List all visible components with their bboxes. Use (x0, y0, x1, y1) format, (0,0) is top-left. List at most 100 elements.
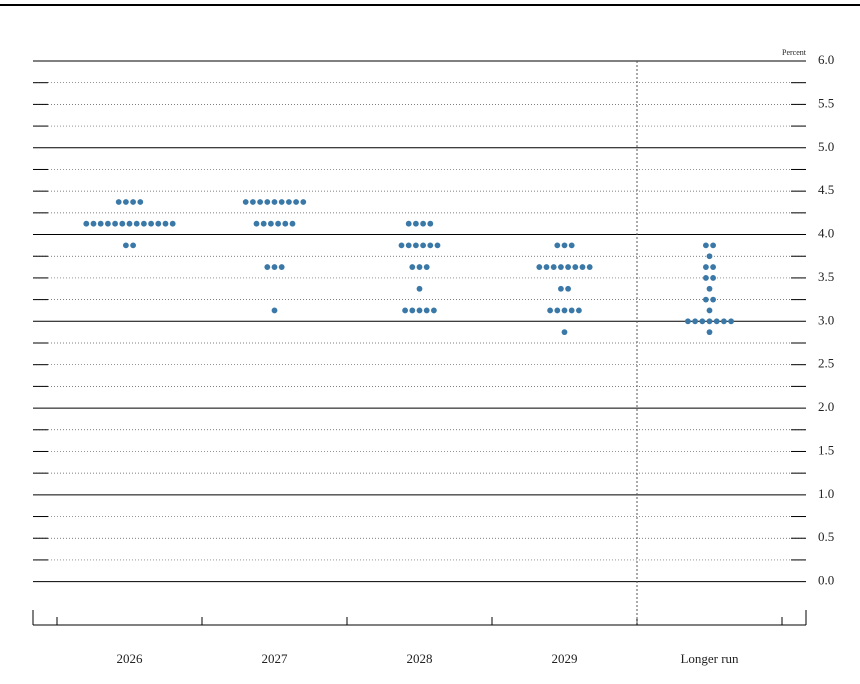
dot (554, 242, 561, 249)
dot (90, 220, 97, 227)
dot (416, 264, 423, 270)
dot (278, 264, 285, 270)
dot (409, 307, 416, 314)
dot (97, 220, 104, 227)
unit-label: Percent (782, 48, 807, 57)
dot (699, 318, 706, 325)
y-tick-label: 0.5 (818, 529, 834, 544)
dot (105, 220, 111, 227)
dot (550, 264, 557, 270)
dot (162, 220, 169, 227)
dot (706, 253, 713, 260)
dot (423, 264, 430, 270)
dot (275, 220, 281, 227)
dot (536, 264, 543, 270)
dot (710, 264, 716, 270)
dot (561, 329, 568, 336)
dot (130, 242, 137, 249)
dot (250, 199, 256, 205)
dot (703, 264, 709, 270)
dot (692, 318, 698, 325)
dot (264, 199, 271, 205)
dot (561, 242, 568, 249)
dot (558, 285, 564, 292)
y-tick-label: 4.5 (818, 182, 834, 197)
dot (706, 329, 713, 336)
dot (83, 220, 90, 227)
dot (561, 307, 568, 314)
dot (289, 220, 296, 227)
y-tick-label: 0.0 (818, 573, 834, 588)
dot (413, 242, 419, 249)
dot (133, 220, 140, 227)
dot (565, 264, 571, 270)
dot (398, 242, 405, 249)
dot (286, 199, 292, 205)
dot (431, 307, 437, 314)
dot (112, 220, 118, 227)
dot (264, 264, 271, 270)
y-tick-label: 1.5 (818, 442, 834, 457)
dot (558, 264, 564, 270)
dot (576, 307, 582, 314)
dot (123, 242, 129, 249)
x-tick-label: 2028 (407, 651, 433, 666)
dot (568, 242, 575, 249)
dot (242, 199, 249, 205)
dot (706, 318, 713, 325)
dot (148, 220, 155, 227)
dot (119, 220, 126, 227)
dot (260, 220, 267, 227)
x-tick-label: 2026 (117, 651, 144, 666)
y-tick-label: 5.5 (818, 95, 834, 110)
y-tick-label: 2.5 (818, 356, 834, 371)
dot (420, 242, 426, 249)
dot (547, 307, 553, 314)
dot (141, 220, 147, 227)
dot (706, 285, 713, 292)
dot (710, 275, 716, 281)
y-tick-label: 3.5 (818, 269, 834, 284)
dot (568, 307, 575, 314)
dot (300, 199, 307, 205)
dot (137, 199, 144, 205)
y-tick-label: 2.0 (818, 399, 834, 414)
dot (405, 220, 412, 227)
dot (713, 318, 720, 325)
dot (703, 296, 709, 303)
dot (115, 199, 122, 205)
dot (257, 199, 263, 205)
dot (703, 242, 709, 249)
dot (685, 318, 691, 325)
y-tick-label: 5.0 (818, 139, 834, 154)
dot (126, 220, 133, 227)
dot (130, 199, 137, 205)
dot (572, 264, 579, 270)
dot (543, 264, 550, 270)
y-tick-label: 4.0 (818, 226, 834, 241)
dot (416, 285, 423, 292)
dot (554, 307, 561, 314)
dot (579, 264, 586, 270)
dot (427, 220, 434, 227)
dot (271, 307, 278, 314)
dot (706, 307, 713, 314)
dot (271, 199, 278, 205)
dot (155, 220, 162, 227)
dot (278, 199, 285, 205)
dot (586, 264, 593, 270)
dot (271, 264, 278, 270)
dot (427, 242, 434, 249)
dot (721, 318, 727, 325)
dot (123, 199, 129, 205)
dot (253, 220, 260, 227)
dot (416, 307, 423, 314)
dot (169, 220, 176, 227)
dot (423, 307, 430, 314)
dot (710, 296, 716, 303)
y-tick-label: 1.0 (818, 486, 834, 501)
dot (402, 307, 408, 314)
dot (405, 242, 412, 249)
dot (282, 220, 289, 227)
